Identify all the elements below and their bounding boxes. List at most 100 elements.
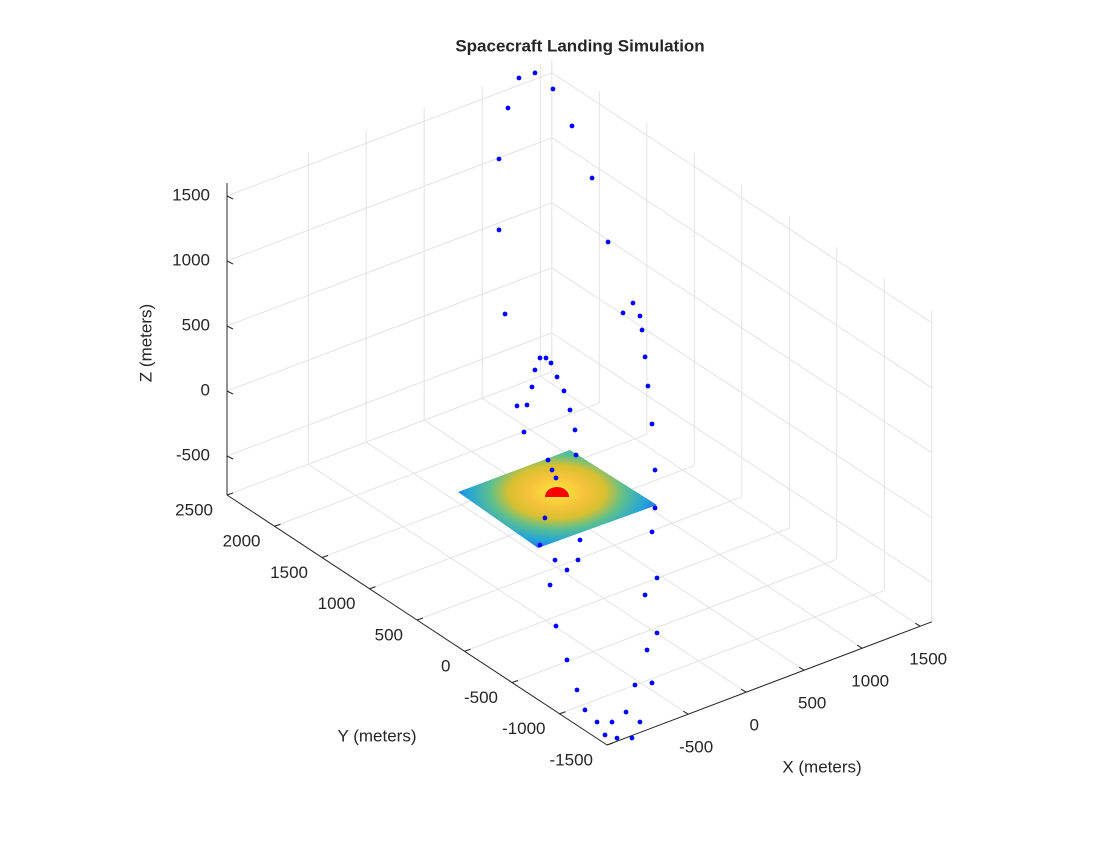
trajectory-point	[550, 86, 556, 92]
trajectory-point	[543, 355, 549, 361]
trajectory-point	[552, 557, 558, 563]
trajectory-point	[496, 156, 502, 162]
y-tick-label: 2000	[223, 532, 261, 551]
y-tick-label: -500	[464, 688, 498, 707]
trajectory-point	[614, 735, 620, 741]
trajectory-point	[532, 367, 538, 373]
trajectory-point	[537, 355, 543, 361]
y-tick	[321, 555, 329, 558]
trajectory-point	[505, 105, 511, 111]
lander	[545, 487, 569, 497]
trajectory-point	[549, 467, 555, 473]
y-tick	[559, 711, 566, 715]
y-tick	[274, 523, 281, 527]
y-axis-label: Y (meters)	[337, 726, 416, 745]
y-tick	[511, 680, 519, 683]
y-tick-label: 2500	[175, 500, 213, 519]
x-tick	[740, 688, 747, 693]
trajectory-point	[575, 557, 581, 563]
grid	[226, 59, 933, 746]
x-tick-label: 1000	[851, 672, 889, 691]
y-tick	[416, 617, 424, 621]
trajectory-point	[605, 239, 611, 245]
trajectory-point	[547, 582, 553, 588]
trajectory-point	[620, 310, 626, 316]
trajectory-point	[649, 421, 655, 427]
z-tick	[226, 390, 234, 395]
y-tick-label: 0	[441, 657, 450, 676]
trajectory-point	[642, 354, 648, 360]
trajectory-point	[537, 542, 543, 548]
x-tick	[856, 644, 863, 649]
trajectory-point	[577, 537, 583, 543]
trajectory-point	[502, 311, 508, 317]
y-tick-label: 1000	[318, 594, 356, 613]
z-tick	[226, 195, 234, 200]
trajectory-point	[582, 707, 588, 713]
grid-line	[551, 202, 933, 454]
grid-line	[551, 137, 933, 389]
grid-line	[551, 72, 933, 324]
trajectory-point	[574, 687, 580, 693]
y-tick-label: 1500	[270, 563, 308, 582]
grid-line	[511, 558, 837, 683]
trajectory-point	[554, 374, 560, 380]
grid-line	[226, 137, 552, 262]
trajectory-point	[602, 732, 608, 738]
trajectory-point	[632, 682, 638, 688]
trajectory-point	[567, 407, 573, 413]
trajectory-point	[532, 70, 538, 76]
trajectory-point	[548, 360, 554, 366]
trajectory-point	[644, 647, 650, 653]
trajectory-point	[564, 567, 570, 573]
grid-line	[559, 590, 885, 715]
y-tick	[606, 742, 614, 746]
z-tick	[226, 260, 234, 265]
trajectory-point	[637, 313, 643, 319]
trajectory-point	[630, 300, 636, 306]
trajectory-point	[545, 457, 551, 463]
z-tick-label: 1500	[172, 185, 210, 204]
y-tick	[369, 586, 376, 590]
trajectory-point	[645, 383, 651, 389]
trajectory-point	[654, 575, 660, 581]
trajectory-point	[629, 735, 635, 741]
z-axis-label: Z (meters)	[136, 304, 155, 382]
trajectory-point	[516, 75, 522, 81]
z-tick-label: 500	[182, 315, 210, 334]
trajectory-point	[569, 123, 575, 129]
grid-line	[226, 371, 552, 496]
x-tick-label: 1500	[909, 650, 947, 669]
trajectory-point	[639, 327, 645, 333]
x-tick	[682, 710, 689, 715]
x-axis	[606, 621, 932, 746]
y-tick-label: -1000	[502, 719, 545, 738]
trajectory-point	[572, 427, 578, 433]
x-tick	[914, 622, 921, 627]
y-tick	[464, 648, 471, 652]
trajectory-point	[573, 452, 579, 458]
x-axis-label: X (meters)	[782, 757, 861, 776]
x-tick-label: 0	[749, 716, 758, 735]
x-tick	[798, 666, 805, 671]
trajectory-point	[514, 403, 520, 409]
y-tick-label: 500	[375, 625, 403, 644]
trajectory-point	[642, 592, 648, 598]
z-tick-label: -500	[176, 445, 210, 464]
z-tick	[226, 455, 234, 460]
trajectory-point	[553, 475, 559, 481]
y-tick	[226, 492, 234, 496]
z-tick	[226, 325, 234, 330]
grid-line	[226, 332, 552, 457]
trajectory-point	[654, 630, 660, 636]
trajectory-point	[609, 719, 615, 725]
trajectory-point	[637, 719, 643, 725]
x-tick-label: -500	[679, 738, 713, 757]
trajectory-point	[564, 657, 570, 663]
trajectory-point	[649, 529, 655, 535]
grid-line	[274, 402, 600, 527]
z-tick-label: 1000	[172, 250, 210, 269]
y-tick-label: -1500	[550, 750, 593, 769]
trajectory-point	[649, 680, 655, 686]
